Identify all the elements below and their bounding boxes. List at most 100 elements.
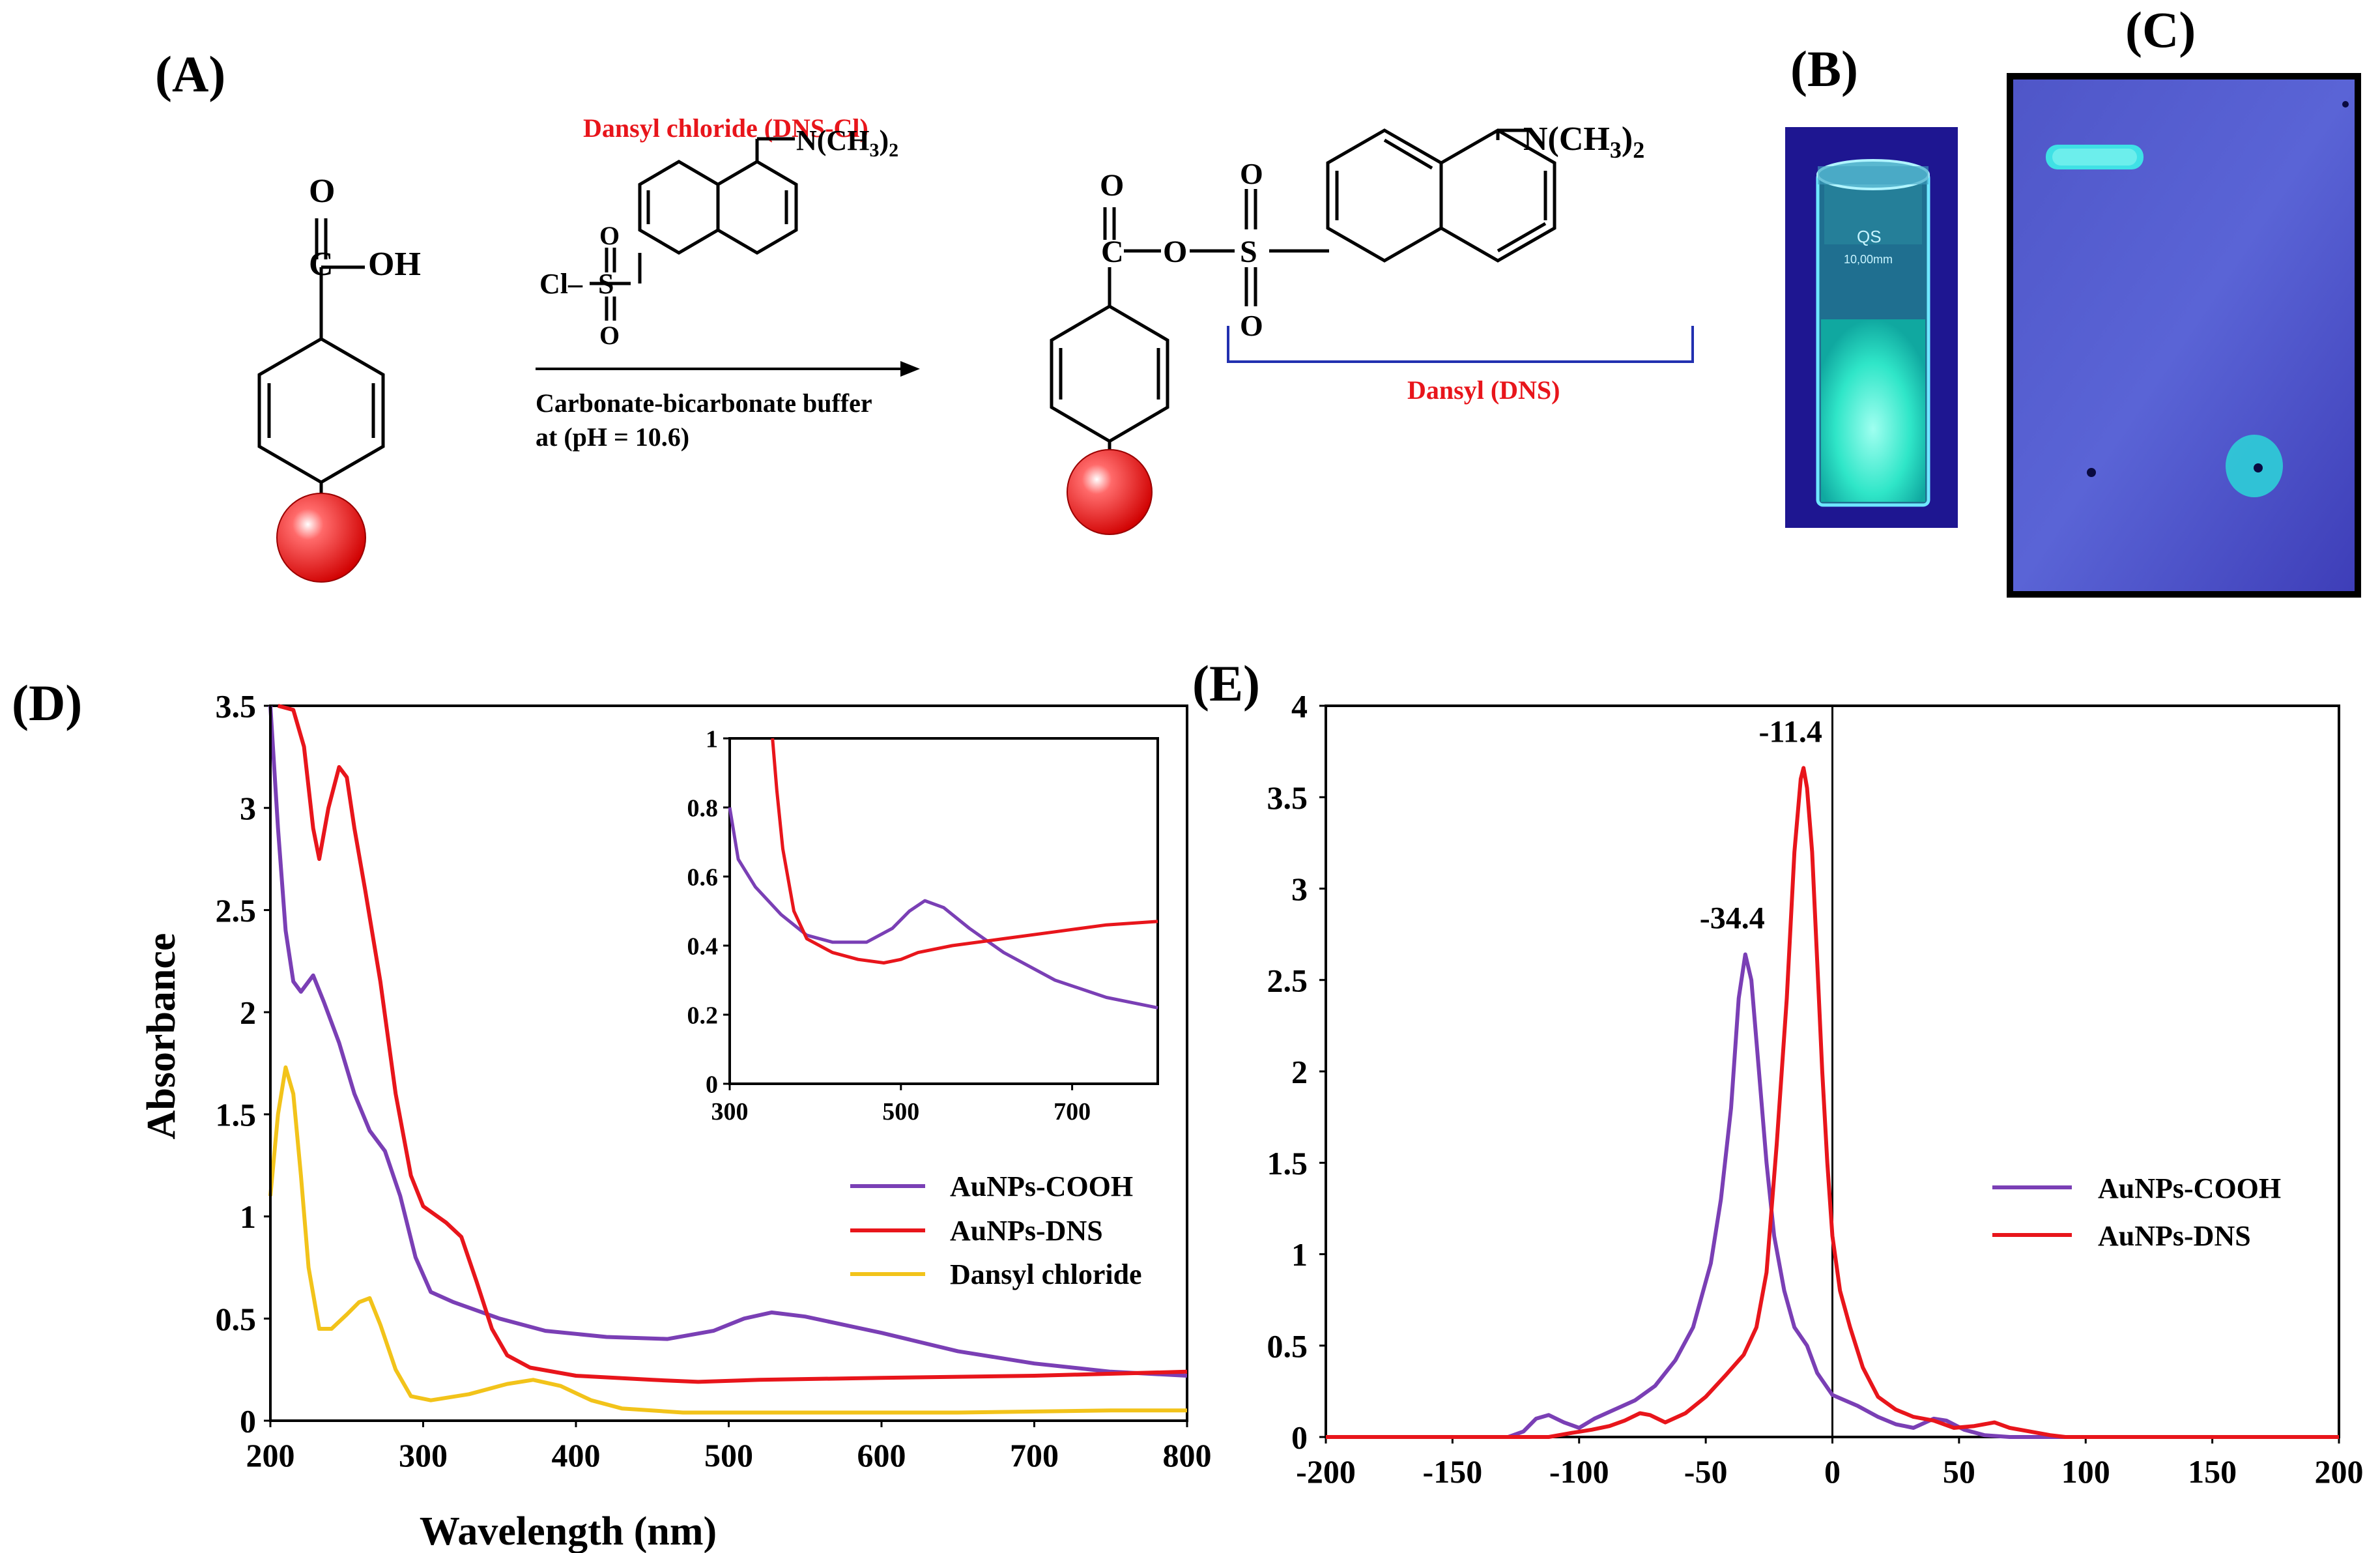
cuvette-subtext: 10,00mm: [1844, 253, 1893, 266]
chart-d-xtick-label: 800: [1163, 1437, 1212, 1473]
nanoparticle-sphere: [276, 493, 366, 583]
chart-d-series-dansyl-chloride: [268, 1065, 1187, 1415]
chart-d-ylabel: Absorbance: [139, 933, 184, 1140]
photo-cuvette: QS 10,00mm: [1785, 127, 1958, 528]
chart-d-inset-ytick-label: 1: [706, 725, 718, 753]
legend-d-label-dansyl: Dansyl chloride: [950, 1258, 1142, 1290]
chart-d-inset-ytick-label: 0: [706, 1071, 718, 1098]
chart-d-ytick-label: 1.5: [216, 1096, 257, 1133]
condition-line-1: Carbonate-bicarbonate buffer: [536, 388, 872, 418]
cuvette-text: QS: [1857, 227, 1882, 246]
chart-e-ytick-label: 1: [1291, 1236, 1308, 1273]
chart-e-peak-label: -11.4: [1759, 714, 1822, 749]
dimethylamino-label-reagent: N(CH3)2: [796, 124, 898, 161]
chart-d-uvvis: 200 300 400 500 600 700 800 0 0.5 1 1.5 2 2.5 3 3.5 300…: [216, 688, 1212, 1474]
chart-d-series-aunps-dns: [277, 704, 1188, 1384]
panel-label-a: (A): [155, 46, 225, 102]
chart-d-ytick-label: 1: [240, 1198, 256, 1235]
photo-tlc-plate: [2007, 73, 2361, 598]
chart-e-ytick-label: 2: [1291, 1054, 1308, 1090]
chart-d-inset: 300 500 700 0 0.2 0.4 0.6 0.8 1: [687, 725, 1159, 1125]
chart-d-series-aunps-cooh: [268, 705, 1188, 1378]
chart-d-xtick-label: 500: [704, 1437, 753, 1473]
chart-e-ytick-label: 3.5: [1267, 779, 1308, 816]
chart-e-ytick-label: 0: [1291, 1419, 1308, 1456]
ester-o-product: O: [1163, 235, 1187, 269]
chart-d-xtick-label: 300: [399, 1437, 448, 1473]
sulfonyl-o-bottom-product: O: [1240, 309, 1263, 342]
chart-d-ytick-label: 2.5: [216, 892, 257, 929]
sulfur-label-product: S: [1240, 235, 1257, 269]
chart-d-inset-frame: [728, 737, 1159, 1085]
panel-label-e: (E): [1192, 655, 1260, 712]
legend-e-label-dns: AuNPs-DNS: [2098, 1220, 2251, 1252]
chart-d-xtick-label: 600: [857, 1437, 906, 1473]
dansyl-chloride-structure: [590, 137, 798, 321]
carbonyl-o-left: O: [309, 173, 335, 210]
carbon-product: C: [1101, 235, 1124, 269]
carbon-left: C: [309, 246, 334, 283]
chart-e-xtick-label: 150: [2188, 1453, 2237, 1490]
dansyl-bracket: [1227, 326, 1694, 363]
chart-d-ytick-label: 3.5: [216, 688, 257, 725]
chart-d-xtick-label: 200: [246, 1437, 295, 1473]
chart-d-inset-ytick-label: 0.8: [687, 794, 719, 822]
dansyl-group-label: Dansyl (DNS): [1407, 375, 1560, 405]
chart-e-xtick-label: -200: [1296, 1453, 1356, 1490]
condition-line-2: at (pH = 10.6): [536, 422, 689, 452]
chart-e-xtick-label: 100: [2061, 1453, 2110, 1490]
chart-d-inset-ytick-label: 0.4: [687, 933, 719, 960]
chart-e-series-aunps-cooh: [1326, 952, 2339, 1439]
chart-e-peak-label: -34.4: [1700, 901, 1765, 935]
chart-e-xtick-label: 50: [1943, 1453, 1975, 1490]
chart-e-ytick-label: 4: [1291, 688, 1308, 725]
sulfonyl-o-top-reagent: O: [599, 221, 620, 250]
product-molecule: [1050, 128, 1556, 535]
chart-e-ytick-label: 0.5: [1267, 1328, 1308, 1364]
chart-d-inset-xtick-label: 500: [882, 1098, 919, 1125]
chart-e-zeta: -200 -150 -100 -50 0 50 100 150 200 0 0.5 1 1.5 2 2.5 3…: [1267, 688, 2364, 1490]
chart-e-xtick-label: -150: [1423, 1453, 1483, 1490]
reactant-molecule: [257, 218, 385, 583]
chart-d-ytick-label: 3: [240, 790, 256, 826]
legend-e: AuNPs-COOH AuNPs-DNS: [1992, 1172, 2281, 1252]
chart-d-inset-ytick-label: 0.2: [687, 1002, 719, 1029]
panel-label-d: (D): [12, 675, 82, 731]
chart-e-xtick-label: -50: [1684, 1453, 1728, 1490]
chart-e-ytick-label: 3: [1291, 871, 1308, 907]
carbonyl-o-product: O: [1100, 168, 1124, 203]
sulfur-label-reagent: S: [598, 268, 614, 300]
legend-d: AuNPs-COOH AuNPs-DNS Dansyl chloride: [850, 1170, 1142, 1290]
chart-e-xtick-label: 0: [1824, 1453, 1841, 1490]
chart-d-xtick-label: 700: [1010, 1437, 1059, 1473]
chart-d-ytick-label: 0: [240, 1403, 256, 1440]
legend-e-label-cooh: AuNPs-COOH: [2098, 1172, 2281, 1204]
dimethylamino-label-product: N(CH3)2: [1523, 121, 1644, 163]
chart-d-inset-xtick-label: 700: [1054, 1098, 1091, 1125]
chart-d-inset-series-aunps-dns: [771, 738, 1158, 965]
chart-d-xlabel: Wavelength (nm): [420, 1509, 717, 1553]
chart-d-xtick-label: 400: [552, 1437, 601, 1473]
legend-d-label-dns: AuNPs-DNS: [950, 1215, 1103, 1247]
panel-label-b: (B): [1790, 40, 1858, 97]
reagent-label: Dansyl chloride (DNS-Cl): [583, 113, 868, 143]
chart-d-ytick-label: 2: [240, 994, 256, 1031]
sulfonyl-o-top-product: O: [1240, 157, 1263, 190]
sulfonyl-o-bottom-reagent: O: [599, 321, 620, 350]
chart-d-inset-xtick-label: 300: [711, 1098, 749, 1125]
chart-e-xtick-label: 200: [2315, 1453, 2364, 1490]
hydroxyl-label: OH: [368, 246, 421, 283]
chart-d-inset-ytick-label: 0.6: [687, 864, 719, 891]
reaction-arrow-head: [900, 361, 920, 377]
chart-d-inset-series-aunps-cooh: [728, 807, 1158, 1009]
chart-e-xtick-label: -100: [1549, 1453, 1609, 1490]
chlorine-label: Cl–: [539, 268, 583, 300]
chart-e-ytick-label: 2.5: [1267, 962, 1308, 998]
chart-e-ytick-label: 1.5: [1267, 1145, 1308, 1182]
legend-d-label-cooh: AuNPs-COOH: [950, 1170, 1133, 1202]
chart-d-ytick-label: 0.5: [216, 1301, 257, 1337]
panel-label-c: (C): [2125, 1, 2196, 58]
chart-e-series-aunps-dns: [1326, 766, 2339, 1439]
nanoparticle-sphere-product: [1067, 449, 1153, 535]
